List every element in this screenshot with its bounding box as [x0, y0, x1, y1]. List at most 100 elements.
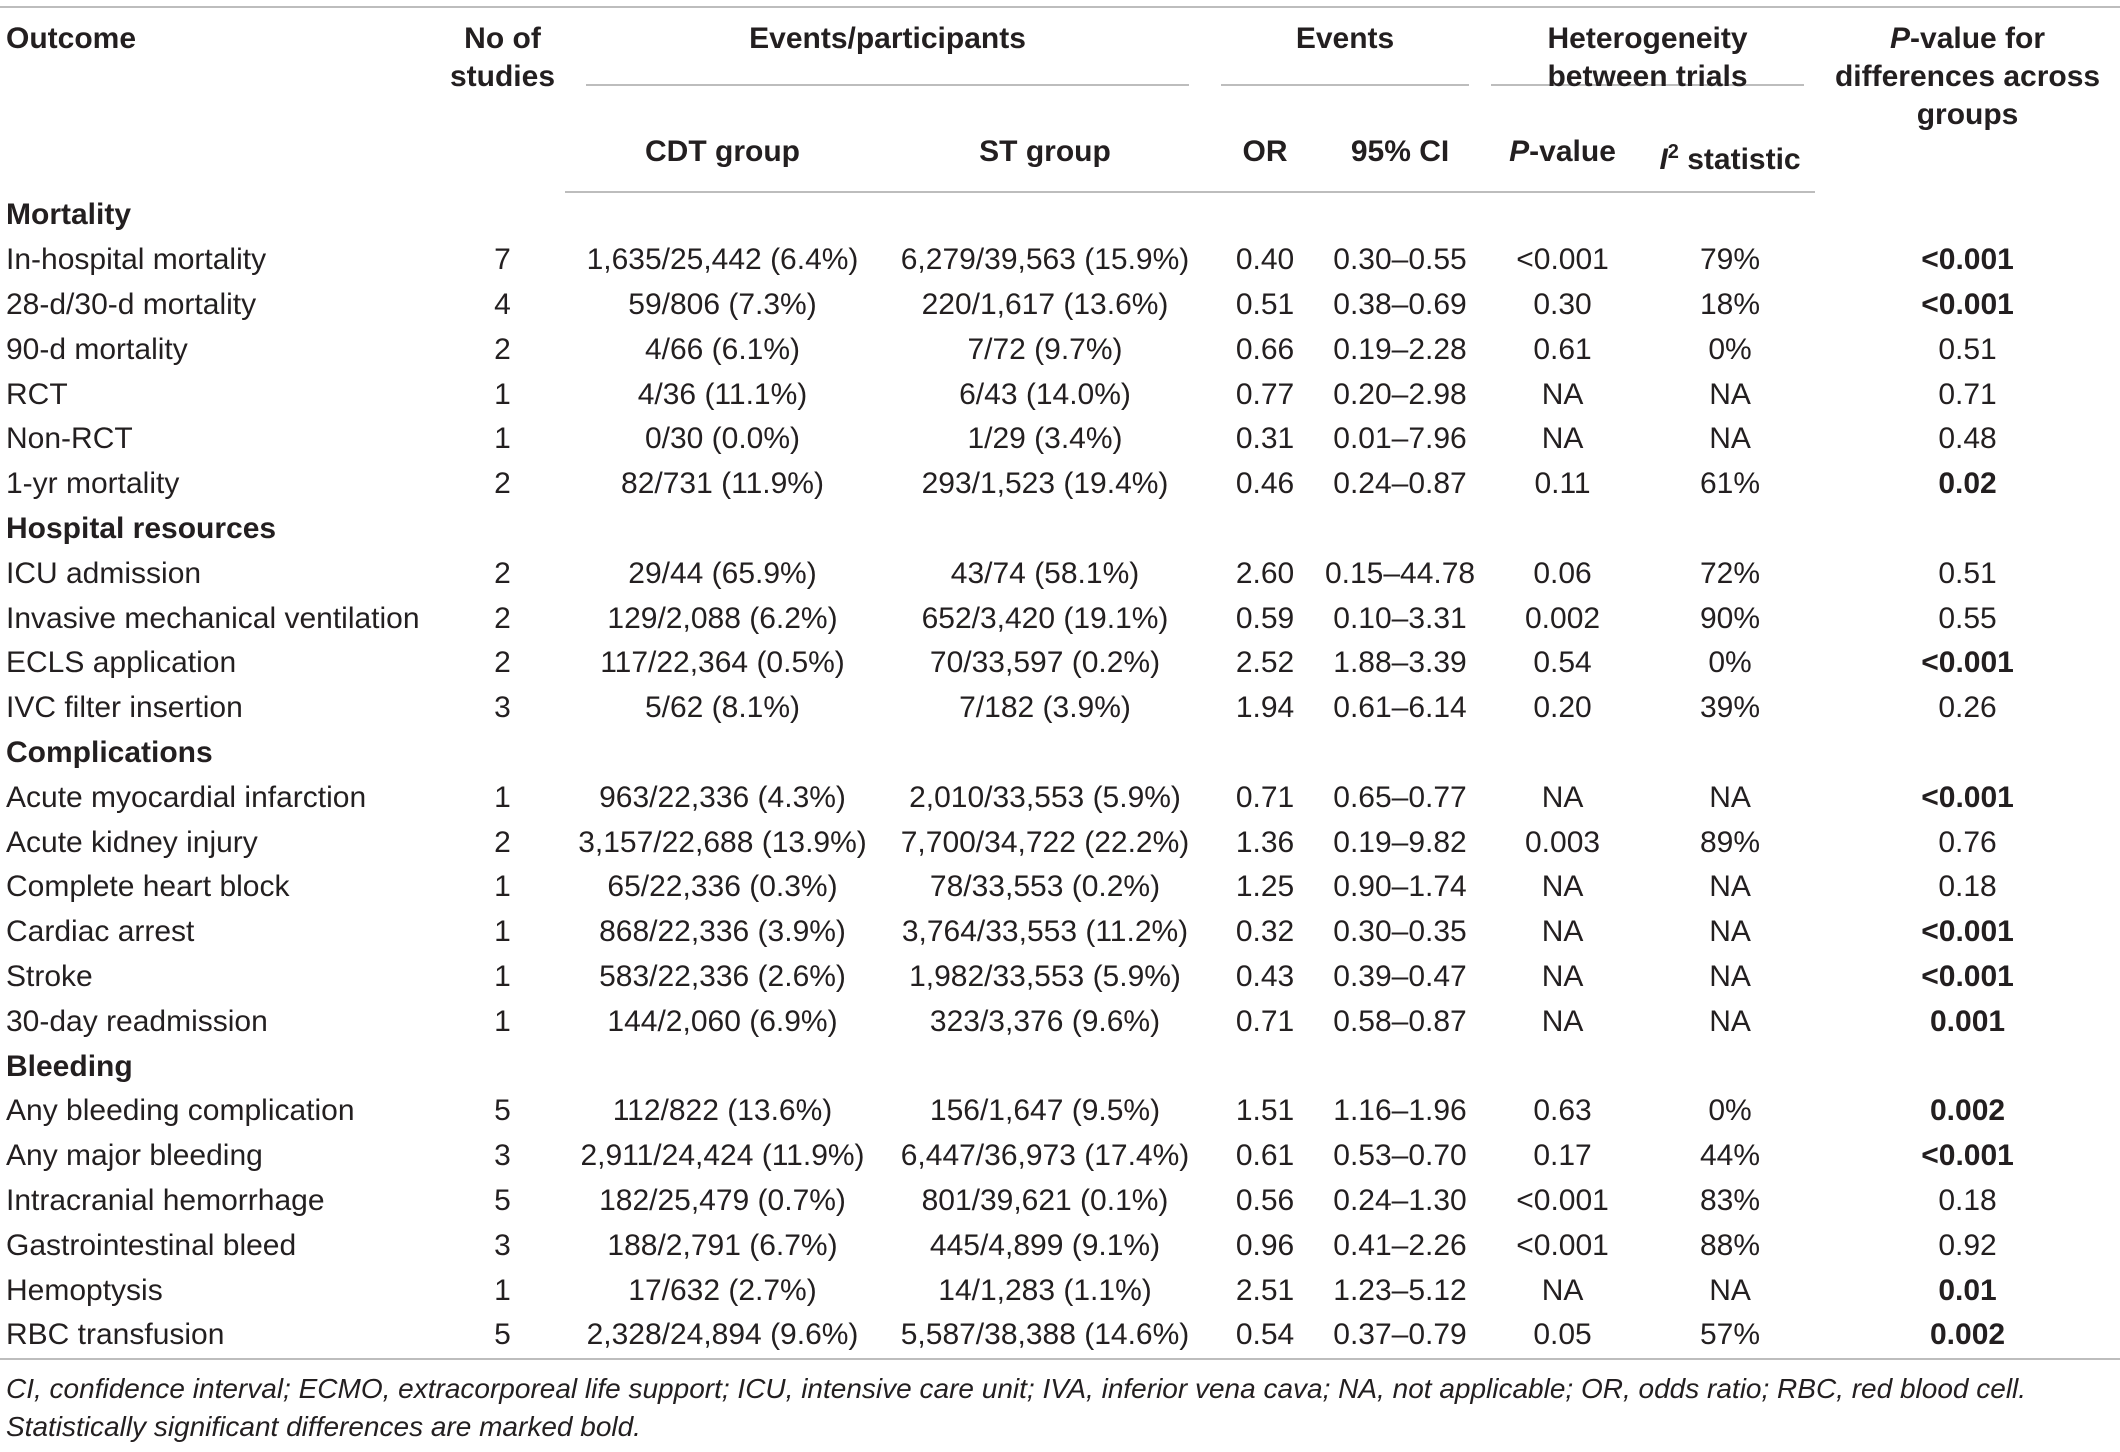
- cell-p-value: NA: [1541, 959, 1584, 993]
- cell-outcome: Intracranial hemorrhage: [6, 1183, 325, 1217]
- header-outcome-label: Outcome: [6, 22, 137, 55]
- cell-or: 0.71: [1235, 780, 1295, 814]
- header-p-value: P-value: [1480, 121, 1646, 193]
- cell-st-group: 156/1,647 (9.5%): [929, 1094, 1161, 1128]
- cell-outcome: ECLS application: [6, 646, 237, 680]
- cell-outcome: Acute myocardial infarction: [6, 780, 367, 814]
- table-row: Acute myocardial infarction 1 963/22,336 (…: [0, 775, 2120, 820]
- cell-studies: 1: [494, 1273, 511, 1307]
- cell-pvalue-difference: 0.51: [1938, 556, 1997, 590]
- cell-studies: 5: [494, 1183, 511, 1217]
- cell-or: 2.52: [1235, 646, 1295, 680]
- cell-p-value: 0.63: [1533, 1094, 1592, 1128]
- cell-cdt-group: 29/44 (65.9%): [628, 556, 817, 590]
- header-st-group: ST group: [880, 121, 1211, 193]
- cell-outcome: RBC transfusion: [0, 1312, 440, 1360]
- cell-pvalue-difference: 0.001: [1929, 1004, 2006, 1038]
- header-heterogeneity-rule: [1491, 84, 1805, 86]
- header-events-participants-rule: [586, 84, 1190, 86]
- cell-cdt-group: 868/22,336 (3.9%): [599, 915, 846, 949]
- cell-cdt-group: 188/2,791 (6.7%): [607, 1228, 838, 1262]
- cell-studies: 3: [494, 1139, 511, 1173]
- table-row: IVC filter insertion 3 5/62 (8.1%) 7/182 (3…: [0, 686, 2120, 731]
- cell-i2: 72%: [1700, 556, 1761, 590]
- table-row: Acute kidney injury 2 3,157/22,688 (13.9%)…: [0, 820, 2120, 865]
- cell-cdt-group: 144/2,060 (6.9%): [607, 1004, 838, 1038]
- cell-outcome: Cardiac arrest: [6, 915, 195, 949]
- cell-p-value: NA: [1541, 870, 1584, 904]
- cell-or: 1.36: [1235, 825, 1295, 859]
- cell-ci: 0.19–9.82: [1333, 825, 1467, 859]
- cell-cdt-group: 4/66 (6.1%): [644, 332, 801, 366]
- cell-outcome: In-hospital mortality: [6, 243, 267, 277]
- cell-ci: 1.16–1.96: [1333, 1094, 1467, 1128]
- cell-studies: 5: [440, 1312, 565, 1360]
- cell-pvalue-difference: 0.51: [1938, 332, 1997, 366]
- cell-ci: 0.90–1.74: [1333, 870, 1467, 904]
- header-or: OR: [1210, 121, 1321, 193]
- cell-cdt-group: 117/22,364 (0.5%): [600, 646, 845, 680]
- cell-st-group: 1,982/33,553 (5.9%): [909, 959, 1181, 993]
- cell-st-group: 445/4,899 (9.1%): [929, 1228, 1161, 1262]
- header-pvalue-differences-p: P: [1890, 22, 1911, 55]
- header-i2-sup: 2: [1667, 141, 1679, 163]
- table-row: RCT 1 4/36 (11.1%) 6/43 (14.0%) 0.77 0.20–2.9…: [0, 372, 2120, 417]
- cell-i2: NA: [1709, 1273, 1751, 1307]
- cell-or: 2.60: [1235, 556, 1295, 590]
- cell-pvalue-difference: <0.001: [1921, 646, 2014, 680]
- cell-studies: 2: [494, 601, 511, 635]
- cell-i2: NA: [1709, 1004, 1751, 1038]
- table-row: 1-yr mortality 2 82/731 (11.9%) 293/1,523 (…: [0, 462, 2120, 507]
- table-row: 30-day readmission 1 144/2,060 (6.9%) 323/3…: [0, 999, 2120, 1044]
- cell-p-value: 0.05: [1480, 1312, 1646, 1360]
- cell-outcome: Acute kidney injury: [6, 825, 258, 859]
- cell-st-group: 293/1,523 (19.4%): [921, 467, 1169, 501]
- cell-i2: 18%: [1700, 287, 1761, 321]
- cell-i2: NA: [1709, 377, 1751, 411]
- header-events-participants-label: Events/participants: [749, 22, 1026, 55]
- cell-i2: 44%: [1700, 1139, 1761, 1173]
- section-title: Hospital resources: [6, 511, 277, 545]
- cell-pvalue-difference: 0.71: [1938, 377, 1997, 411]
- cell-cdt-group: 5/62 (8.1%): [644, 691, 801, 725]
- cell-ci: 0.30–0.55: [1333, 243, 1467, 277]
- header-events-rule: [1221, 84, 1470, 86]
- cell-cdt-group: 59/806 (7.3%): [628, 287, 817, 321]
- cell-or: 0.32: [1235, 915, 1295, 949]
- header-i2-label: statistic: [1678, 143, 1801, 176]
- cell-studies: 3: [494, 1228, 511, 1262]
- header-pvalue-differences-label: -value for differences across groups: [1834, 22, 2101, 131]
- cell-st-group: 6/43 (14.0%): [959, 377, 1131, 411]
- cell-cdt-group: 1,635/25,442 (6.4%): [586, 243, 859, 277]
- cell-or: 0.59: [1235, 601, 1295, 635]
- header-or-label: OR: [1242, 135, 1288, 168]
- cell-pvalue-difference: <0.001: [1921, 287, 2014, 321]
- cell-p-value: <0.001: [1516, 1228, 1609, 1262]
- cell-or: 0.46: [1235, 467, 1295, 501]
- header-i2-statistic: I2 statistic: [1645, 121, 1816, 193]
- cell-i2: 88%: [1700, 1228, 1761, 1262]
- table-row: Any major bleeding 3 2,911/24,424 (11.9%) 6…: [0, 1134, 2120, 1179]
- cell-pvalue-difference: <0.001: [1921, 959, 2014, 993]
- cell-ci: 0.24–1.30: [1333, 1183, 1467, 1217]
- table-header: Outcome No of studies Events/participant…: [0, 6, 2120, 193]
- header-cdt-group-label: CDT group: [645, 135, 800, 168]
- cell-pvalue-difference: <0.001: [1921, 780, 2014, 814]
- cell-p-value: 0.30: [1533, 287, 1592, 321]
- cell-or: 0.40: [1235, 243, 1295, 277]
- cell-or: 2.51: [1235, 1273, 1295, 1307]
- cell-ci: 0.01–7.96: [1333, 422, 1467, 456]
- cell-studies: 2: [494, 332, 511, 366]
- cell-or: 0.54: [1210, 1312, 1321, 1360]
- section-header-row: Hospital resources: [0, 507, 2120, 552]
- table-row: Intracranial hemorrhage 5 182/25,479 (0.7%…: [0, 1179, 2120, 1224]
- table-row: Non-RCT 1 0/30 (0.0%) 1/29 (3.4%) 0.31 0.01–7…: [0, 417, 2120, 462]
- cell-i2: NA: [1709, 915, 1751, 949]
- cell-st-group: 2,010/33,553 (5.9%): [909, 780, 1181, 814]
- cell-ci: 1.23–5.12: [1333, 1273, 1467, 1307]
- cell-ci: 0.58–0.87: [1333, 1004, 1467, 1038]
- header-p-value-label: -value: [1529, 135, 1616, 168]
- cell-p-value: 0.002: [1524, 601, 1601, 635]
- cell-i2: 39%: [1700, 691, 1761, 725]
